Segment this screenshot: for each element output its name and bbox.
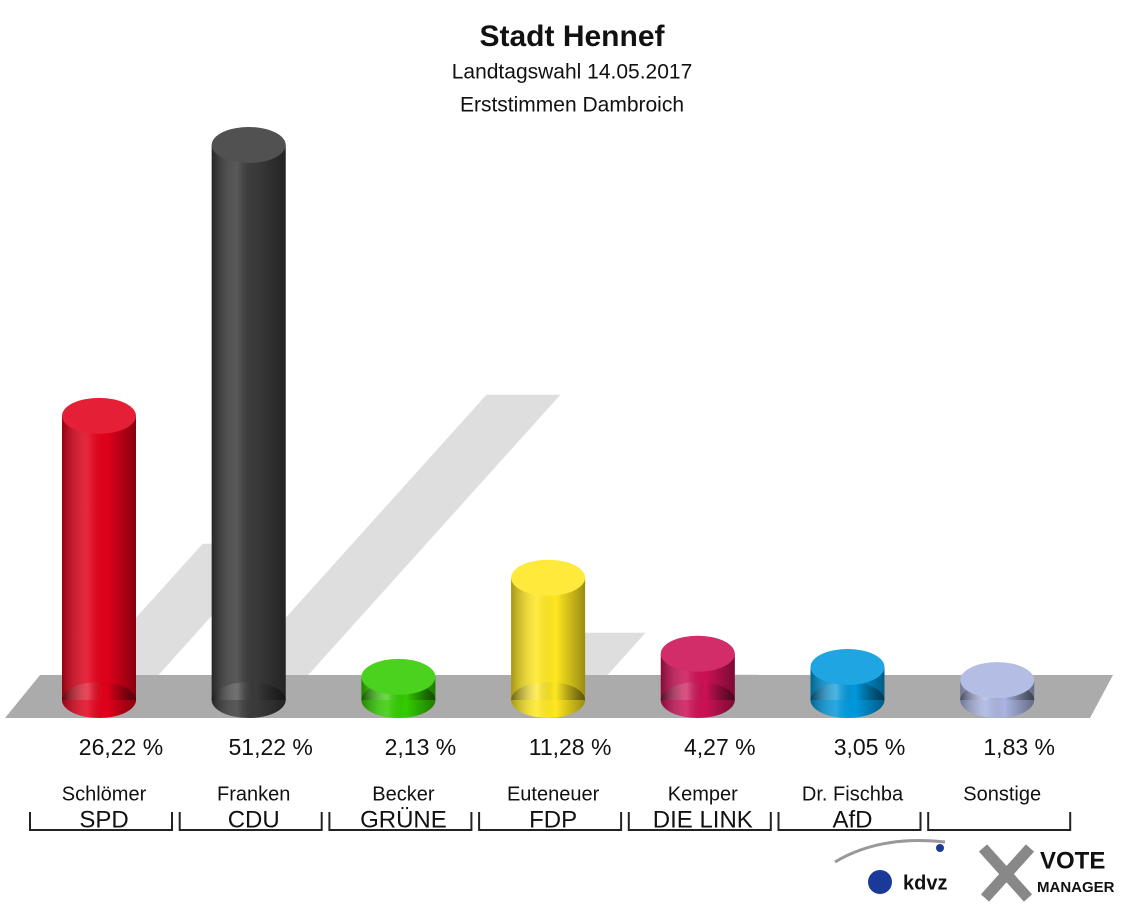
logo-x [978, 844, 1035, 902]
chart-subtitle: Erststimmen Dambroich [460, 94, 684, 117]
logo-brand: kdvz [903, 872, 947, 894]
logo-product: MANAGER [1037, 879, 1115, 896]
bar-shade [211, 145, 286, 700]
candidate-label: Schlömer [62, 783, 147, 805]
bar-top [211, 127, 286, 163]
candidate-label: Euteneuer [507, 783, 600, 805]
candidate-label: Kemper [668, 783, 738, 805]
category-bracket [29, 812, 173, 831]
bar-top [660, 635, 735, 672]
bar-top-highlight [62, 397, 136, 434]
bar-top [511, 559, 586, 596]
value-label: 11,28 % [529, 734, 612, 760]
bar-top [62, 397, 136, 434]
chart-title: Stadt Hennef [479, 20, 665, 53]
bar-top [361, 658, 436, 695]
value-label: 3,05 % [834, 734, 906, 760]
value-label: 51,22 % [228, 734, 312, 760]
bar-top-highlight [361, 658, 436, 695]
bar-top-highlight [211, 127, 286, 163]
logo-ball [868, 870, 892, 894]
logo-swoosh [834, 839, 946, 864]
x-tick-label: FDP [529, 806, 577, 833]
bar-top [810, 648, 885, 685]
category-bracket [927, 812, 1072, 831]
candidate-label: Franken [217, 783, 290, 805]
category-bracket [777, 812, 922, 831]
category-bracket [178, 812, 323, 831]
chart-subtitle: Landtagswahl 14.05.2017 [452, 61, 693, 84]
candidate-label: Sonstige [963, 783, 1041, 805]
value-label: 2,13 % [385, 734, 457, 760]
candidate-label: Dr. Fischba [802, 783, 904, 805]
value-label: 1,83 % [983, 734, 1055, 760]
x-tick-label: DIE LINK [653, 806, 753, 833]
bar-shade [62, 415, 136, 700]
bar-shade [511, 577, 586, 700]
bar-top-highlight [960, 662, 1035, 699]
value-label: 26,22 % [79, 734, 163, 760]
x-tick-label: SPD [79, 806, 128, 833]
category-bracket [478, 812, 623, 831]
bar-shadow [211, 394, 561, 700]
candidate-label: Becker [372, 783, 435, 805]
category-bracket [627, 812, 772, 831]
bar-top-highlight [810, 648, 885, 685]
bar-top-highlight [511, 559, 586, 596]
bar-top [960, 662, 1035, 699]
logo-product: VOTE [1040, 847, 1105, 874]
value-label: 4,27 % [684, 734, 756, 760]
category-bracket [328, 812, 473, 831]
x-tick-label: CDU [228, 806, 280, 833]
x-tick-label: GRÜNE [360, 806, 447, 833]
x-tick-label: AfD [832, 806, 872, 833]
logo: kdvz VOTE MANAGER [834, 839, 1115, 902]
logo-dot [936, 844, 944, 852]
bar-top-highlight [660, 635, 735, 672]
